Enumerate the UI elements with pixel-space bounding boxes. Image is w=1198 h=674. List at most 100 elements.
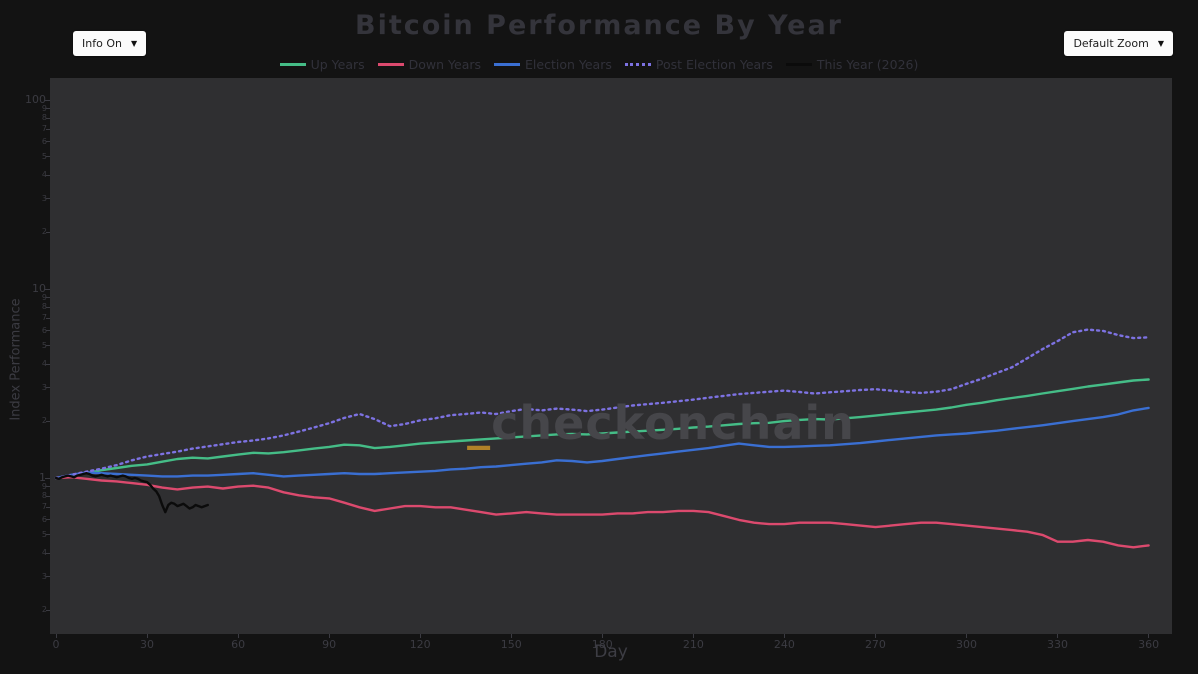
info-dropdown-label: Info On [82, 37, 122, 50]
tick-mark [46, 330, 50, 332]
legend-label: Election Years [525, 57, 612, 72]
tick-mark [45, 477, 50, 479]
tick-mark [692, 634, 694, 638]
y-axis-title: Index Performance [8, 298, 24, 421]
legend-swatch [279, 63, 306, 66]
y-axis-tick-label: 100 [25, 93, 46, 106]
x-axis-tick-label: 270 [864, 638, 886, 651]
tick-mark [46, 317, 50, 319]
legend-label: This Year (2026) [816, 57, 919, 72]
page-title: Bitcoin Performance By Year [355, 10, 843, 41]
y-axis-minor-label: 8 [41, 302, 47, 312]
y-axis-tick-label: 1 [39, 471, 46, 484]
y-axis-minor-label: 4 [41, 170, 47, 180]
tick-mark [46, 609, 50, 611]
y-axis-minor-label: 9 [41, 103, 47, 113]
tick-mark [46, 117, 50, 119]
y-axis-minor-label: 2 [41, 416, 47, 426]
tick-mark [46, 420, 50, 422]
legend-label: Down Years [408, 57, 482, 72]
legend-item[interactable]: Post Election Years [624, 57, 773, 72]
tick-mark [1057, 634, 1059, 638]
x-axis-tick-label: 120 [409, 638, 431, 651]
x-axis-tick-label: 330 [1047, 638, 1069, 651]
tick-mark [510, 634, 512, 638]
legend-swatch [377, 63, 404, 66]
series-election-years [54, 406, 1150, 480]
tick-mark [1148, 634, 1150, 638]
tick-mark [46, 495, 50, 497]
tick-mark [46, 198, 50, 200]
tick-mark [966, 634, 967, 638]
y-axis-minor-label: 8 [41, 113, 47, 123]
tick-mark [46, 576, 50, 578]
legend-item[interactable]: Down Years [377, 57, 482, 72]
y-axis-minor-label: 6 [41, 325, 47, 335]
tick-mark [46, 534, 50, 536]
tick-mark [328, 634, 330, 638]
legend: Up Years Down Years Election Years Post Ele… [0, 57, 1198, 72]
legend-item[interactable]: This Year (2026) [785, 57, 919, 72]
y-axis-minor-label: 8 [41, 491, 47, 501]
y-axis-tick-label: 10 [32, 282, 46, 295]
tick-mark [46, 486, 50, 488]
x-axis-tick-label: 240 [773, 638, 795, 651]
x-axis-tick-label: 60 [231, 638, 246, 651]
tick-mark [146, 634, 148, 638]
y-axis-minor-label: 7 [41, 313, 47, 323]
x-axis-tick-label: 90 [322, 638, 337, 651]
series-down-years [54, 476, 1150, 549]
zoom-dropdown-label: Default Zoom [1073, 37, 1149, 50]
tick-mark [46, 156, 50, 158]
series-up-years [54, 378, 1150, 480]
tick-mark [45, 288, 50, 290]
y-axis-minor-label: 5 [41, 151, 47, 161]
series-this-year-2026 [54, 472, 209, 514]
tick-mark [46, 363, 50, 365]
tick-mark [46, 231, 50, 233]
x-axis-tick-label: 210 [682, 638, 704, 651]
tick-mark [46, 345, 50, 347]
tick-mark [237, 634, 239, 638]
tick-mark [46, 297, 50, 299]
tick-mark [46, 519, 50, 521]
tick-mark [46, 141, 50, 143]
legend-label: Up Years [310, 57, 365, 72]
legend-item[interactable]: Up Years [279, 57, 365, 72]
tick-mark [46, 128, 50, 130]
tick-mark [601, 634, 603, 638]
y-axis-minor-label: 4 [41, 548, 47, 558]
x-axis-title: Day [594, 642, 628, 662]
tick-mark [419, 634, 421, 638]
y-axis-minor-label: 4 [41, 359, 47, 369]
y-axis-minor-label: 7 [41, 502, 47, 512]
y-axis-minor-label: 6 [41, 136, 47, 146]
y-axis-minor-label: 9 [41, 292, 47, 302]
y-axis-minor-label: 3 [41, 193, 47, 203]
y-axis-minor-label: 9 [41, 481, 47, 491]
zoom-dropdown[interactable]: Default Zoom ▼ [1064, 31, 1173, 56]
legend-item[interactable]: Election Years [494, 57, 612, 72]
tick-mark [874, 634, 876, 638]
tick-mark [46, 506, 50, 508]
tick-mark [46, 306, 50, 308]
chart-canvas [54, 328, 1150, 549]
y-axis-minor-label: 5 [41, 340, 47, 350]
x-axis-tick-label: 360 [1138, 638, 1160, 651]
legend-swatch [624, 63, 651, 66]
y-axis-minor-label: 3 [41, 382, 47, 392]
info-dropdown[interactable]: Info On ▼ [73, 31, 147, 56]
y-axis-minor-label: 6 [41, 514, 47, 524]
series-post-election-years [54, 328, 1150, 480]
x-axis-tick-label: 180 [591, 638, 613, 651]
tick-mark [46, 174, 50, 176]
tick-mark [45, 99, 50, 101]
tick-mark [46, 387, 50, 389]
y-axis-minor-label: 2 [41, 605, 47, 615]
chevron-down-icon: ▼ [1157, 39, 1164, 48]
y-axis-minor-label: 3 [41, 571, 47, 581]
x-axis-tick-label: 300 [956, 638, 977, 651]
legend-swatch [494, 63, 521, 66]
legend-label: Post Election Years [655, 57, 773, 72]
y-axis-minor-label: 5 [41, 529, 47, 539]
